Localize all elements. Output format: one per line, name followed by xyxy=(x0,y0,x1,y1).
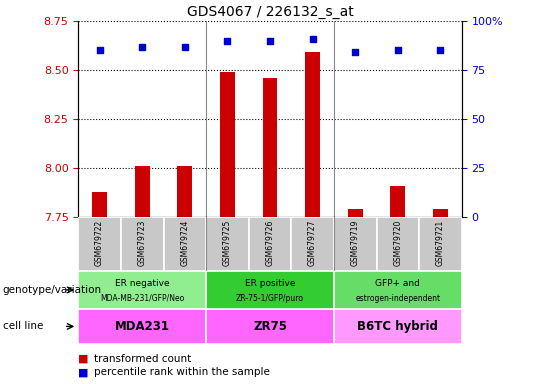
Text: ■: ■ xyxy=(78,367,89,377)
Text: GSM679727: GSM679727 xyxy=(308,220,317,266)
Bar xyxy=(177,166,192,217)
Text: GFP+ and: GFP+ and xyxy=(375,278,420,288)
Point xyxy=(180,43,189,50)
Point xyxy=(394,48,402,54)
Bar xyxy=(206,271,334,309)
Bar xyxy=(419,217,462,271)
Text: ER positive: ER positive xyxy=(245,278,295,288)
Bar xyxy=(334,309,462,344)
Text: ER negative: ER negative xyxy=(115,278,170,288)
Bar xyxy=(164,217,206,271)
Point xyxy=(95,48,104,54)
Bar xyxy=(78,271,206,309)
Bar xyxy=(92,192,107,217)
Bar xyxy=(135,166,150,217)
Bar xyxy=(334,271,462,309)
Bar xyxy=(334,217,376,271)
Text: GSM679724: GSM679724 xyxy=(180,220,190,266)
Text: ZR75: ZR75 xyxy=(253,320,287,333)
Bar xyxy=(348,209,363,217)
Bar xyxy=(220,72,235,217)
Text: MDA-MB-231/GFP/Neo: MDA-MB-231/GFP/Neo xyxy=(100,294,184,303)
Bar xyxy=(305,53,320,217)
Text: transformed count: transformed count xyxy=(94,354,192,364)
Point xyxy=(223,38,232,44)
Text: B6TC hybrid: B6TC hybrid xyxy=(357,320,438,333)
Text: GSM679719: GSM679719 xyxy=(350,220,360,266)
Bar xyxy=(262,78,278,217)
Bar xyxy=(376,217,419,271)
Text: ■: ■ xyxy=(78,354,89,364)
Text: cell line: cell line xyxy=(3,321,43,331)
Point xyxy=(138,43,146,50)
Text: GSM679723: GSM679723 xyxy=(138,220,147,266)
Point xyxy=(308,36,317,42)
Text: GSM679722: GSM679722 xyxy=(95,220,104,266)
Text: MDA231: MDA231 xyxy=(114,320,170,333)
Bar xyxy=(206,309,334,344)
Text: GSM679725: GSM679725 xyxy=(223,220,232,266)
Bar xyxy=(249,217,291,271)
Point xyxy=(351,50,360,56)
Bar xyxy=(291,217,334,271)
Text: genotype/variation: genotype/variation xyxy=(3,285,102,295)
Bar xyxy=(78,309,206,344)
Text: ZR-75-1/GFP/puro: ZR-75-1/GFP/puro xyxy=(236,294,304,303)
Point xyxy=(436,48,445,54)
Text: GSM679726: GSM679726 xyxy=(266,220,274,266)
Bar xyxy=(206,217,249,271)
Bar xyxy=(78,217,121,271)
Text: percentile rank within the sample: percentile rank within the sample xyxy=(94,367,271,377)
Text: GSM679720: GSM679720 xyxy=(393,220,402,266)
Bar xyxy=(433,209,448,217)
Bar xyxy=(390,185,405,217)
Text: GSM679721: GSM679721 xyxy=(436,220,445,266)
Point xyxy=(266,38,274,44)
Title: GDS4067 / 226132_s_at: GDS4067 / 226132_s_at xyxy=(187,5,353,19)
Bar xyxy=(121,217,164,271)
Text: estrogen-independent: estrogen-independent xyxy=(355,294,440,303)
